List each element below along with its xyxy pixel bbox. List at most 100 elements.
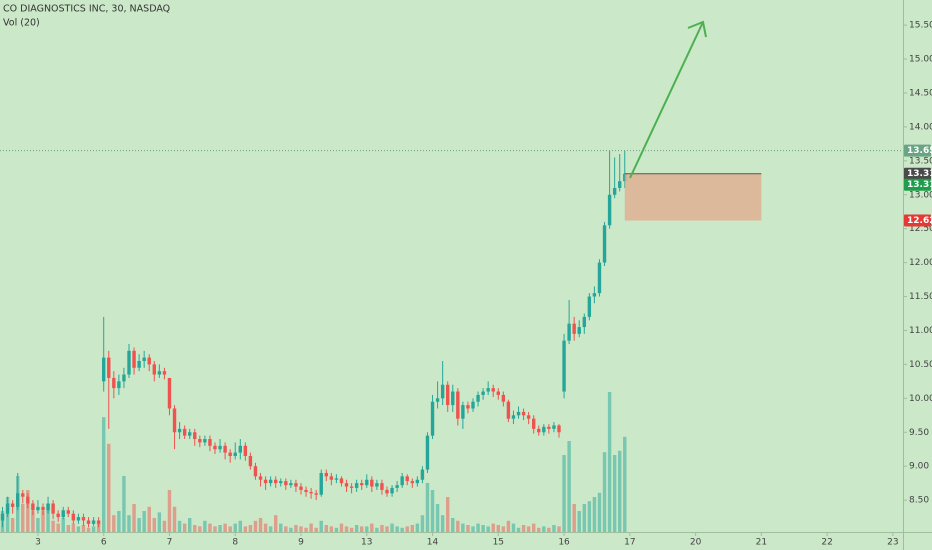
volume-bar [360,526,364,532]
candle-body [314,493,318,495]
volume-bar [446,497,450,532]
candle-body [395,485,399,488]
candle-body [122,374,126,382]
volume-bar [112,515,116,532]
candle-body [167,377,172,409]
volume-bar [152,518,156,532]
candle-body [430,401,435,436]
volume-bar [344,526,349,532]
volume-bar [501,526,506,532]
y-tick-label: 11.00 [909,326,932,336]
y-tick-label: 10.00 [909,394,932,404]
volume-bar [486,526,490,532]
candle-body [496,391,500,395]
price-label-box [904,178,931,191]
candle-body [248,456,253,467]
candle-body [203,439,207,443]
candle-body [66,510,70,514]
candle-body [112,377,116,389]
candle-body [127,350,131,375]
candle-body [324,472,328,477]
y-tick-label: 8.50 [909,496,929,506]
candle-body [461,405,465,419]
candle-body [577,327,581,334]
candle-body [253,466,258,477]
candle-body [476,394,480,402]
candle-body [481,391,485,395]
volume-bar [61,518,65,532]
volume-bar [142,511,146,532]
candle-body [420,469,425,480]
price-label-box [904,144,931,157]
candle-body [238,445,242,453]
volume-bar [107,443,111,532]
volume-bar [253,520,258,532]
volume-bar [526,526,531,532]
volume-bar [339,523,344,532]
y-tick-label: 9.00 [909,462,929,472]
candle-body [587,296,592,317]
volume-bar [46,504,50,532]
volume-bar [81,525,86,532]
candle-body [132,350,136,368]
price-label: 13.31 [907,180,932,190]
volume-bar [167,490,172,532]
candle-body [36,506,40,511]
volume-bar [547,527,551,532]
candle-body [380,483,384,490]
volume-bar [21,504,25,532]
candle-body [61,510,65,518]
candle-body [233,452,237,456]
candle-body [410,481,414,484]
x-tick-label: 22 [821,538,832,548]
volume-bar [430,490,435,532]
volume-bar [587,501,592,532]
volume-bar [435,504,440,532]
volume-bar [405,526,409,532]
candle-body [537,428,541,433]
volume-bar [380,525,384,532]
volume-bar [572,504,576,532]
candle-body [516,411,521,416]
volume-bar [354,525,359,532]
volume-bar [289,527,293,532]
candle-body [218,445,222,450]
volume-bar [511,523,516,532]
volume-bar [203,520,207,532]
volume-bar [86,527,91,532]
volume-bar [415,523,420,532]
candle-body [339,478,344,484]
volume-bar [602,452,607,532]
volume-bar [41,511,45,532]
candle-body [21,493,25,497]
candle-body [81,517,86,521]
x-tick-label: 20 [690,538,702,548]
candle-body [208,439,212,446]
arrow [629,20,707,179]
candle-body [41,506,45,511]
volume-bar [451,518,455,532]
volume-bar [623,436,627,532]
candle-body [582,316,586,328]
candle-body [451,391,455,406]
volume-bar [279,523,283,532]
candle-body [572,323,576,334]
volume-bar [592,497,597,532]
volume-bar [71,523,76,532]
candle-body [228,452,232,456]
x-tick-label: 16 [558,538,570,548]
candle-body [268,479,273,484]
candle-body [142,357,146,361]
x-tick-label: 13 [361,538,372,548]
candle-body [76,517,81,521]
volume-bar [365,526,369,532]
volume-bar [117,511,121,532]
candle-body [370,479,374,487]
candle-body [400,476,404,486]
volume-bar [370,523,374,532]
candle-body [102,357,106,382]
candle-body [96,520,101,524]
candle-body [31,503,35,511]
